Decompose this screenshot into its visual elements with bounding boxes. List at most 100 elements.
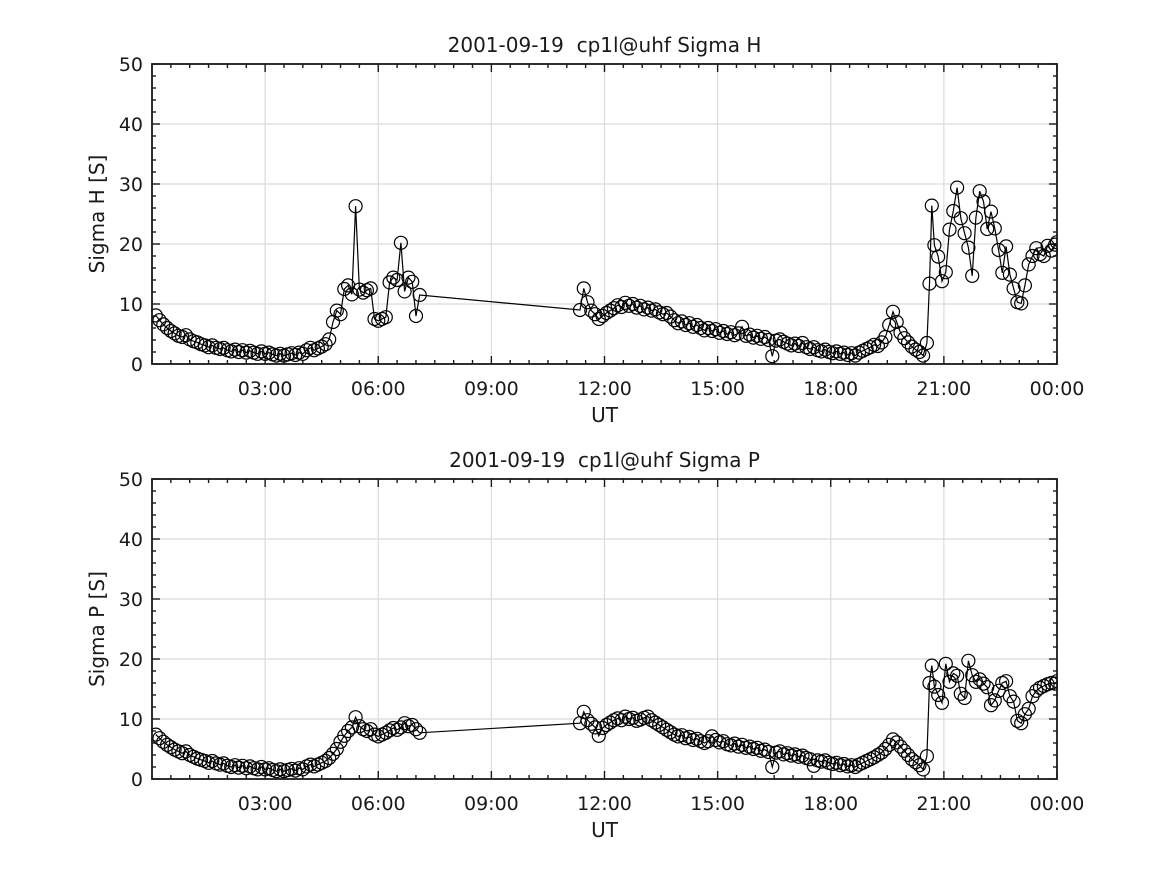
svg-text:15:00: 15:00: [690, 793, 745, 815]
data-point-marker: [976, 676, 991, 691]
data-point-marker: [295, 762, 310, 777]
data-point-marker: [987, 221, 1002, 236]
data-point-marker: [595, 308, 610, 324]
data-point-marker: [659, 722, 674, 737]
data-point-marker: [848, 759, 863, 775]
data-line: [155, 187, 1058, 357]
data-point-marker: [874, 745, 889, 760]
svg-text:10: 10: [119, 709, 143, 731]
data-point-marker: [757, 742, 772, 757]
data-point-marker: [836, 756, 852, 772]
data-point-marker: [599, 717, 614, 733]
data-point-marker: [1025, 248, 1040, 264]
data-point-marker: [614, 713, 629, 728]
data-point-marker: [333, 307, 348, 322]
data-point-marker: [314, 339, 329, 354]
data-point-marker: [318, 337, 333, 352]
data-point-marker: [1014, 296, 1029, 311]
data-point-marker: [412, 287, 427, 303]
data-point-marker: [734, 319, 750, 334]
data-point-marker: [625, 296, 640, 312]
data-point-marker: [390, 272, 405, 288]
data-point-marker: [227, 758, 243, 773]
data-point-marker: [160, 320, 175, 336]
data-point-marker: [151, 727, 163, 742]
data-point-marker: [765, 349, 780, 364]
data-point-marker: [325, 746, 341, 761]
data-point-marker: [701, 734, 716, 749]
data-point-marker: [689, 317, 705, 333]
data-point-marker: [791, 338, 806, 354]
svg-text:0: 0: [131, 354, 143, 376]
data-point-marker: [356, 285, 371, 300]
data-point-marker: [998, 239, 1014, 254]
svg-text:03:00: 03:00: [238, 793, 293, 815]
data-point-marker: [1021, 257, 1036, 272]
data-point-marker: [957, 690, 972, 706]
data-point-marker: [659, 305, 674, 321]
svg-text:40: 40: [119, 114, 143, 136]
data-point-marker: [344, 720, 359, 735]
data-point-marker: [697, 323, 712, 338]
data-point-marker: [968, 210, 984, 225]
data-point-marker: [250, 762, 265, 777]
data-point-marker: [934, 695, 950, 710]
data-point-marker: [976, 194, 991, 209]
data-point-marker: [998, 674, 1014, 689]
data-point-marker: [254, 344, 269, 359]
svg-text:50: 50: [119, 54, 143, 76]
data-point-marker: [216, 340, 231, 355]
data-point-marker: [205, 338, 220, 353]
data-point-marker: [723, 325, 738, 340]
sigma-p-plot: 03:00 06:00 09:00 12:00 15:00 18:00 21:00 00:00…: [119, 469, 1085, 815]
data-point-marker: [980, 221, 995, 237]
data-point-marker: [761, 332, 776, 348]
data-point-marker: [386, 270, 401, 285]
data-point-marker: [946, 666, 961, 681]
data-point-marker: [397, 716, 412, 731]
svg-text:50: 50: [119, 469, 143, 491]
data-point-marker: [1014, 716, 1029, 731]
data-point-marker: [227, 342, 243, 357]
data-point-marker: [908, 755, 923, 770]
data-point-marker: [897, 331, 912, 346]
data-point-marker: [1006, 281, 1021, 296]
svg-text:21:00: 21:00: [916, 793, 971, 815]
data-point-marker: [655, 720, 671, 735]
svg-text:09:00: 09:00: [464, 378, 519, 400]
sigma-h-chart-title: 2001-09-19 cp1l@uhf Sigma H: [447, 33, 762, 57]
data-point-marker: [878, 741, 893, 757]
data-point-marker: [806, 340, 821, 355]
data-point-marker: [595, 720, 610, 736]
data-point-marker: [363, 281, 378, 296]
data-point-marker: [382, 275, 397, 290]
data-point-marker: [1006, 694, 1021, 709]
data-point-marker: [938, 265, 953, 280]
data-point-marker: [318, 753, 333, 769]
data-point-marker: [949, 668, 965, 683]
data-point-marker: [591, 728, 606, 743]
svg-text:00:00: 00:00: [1030, 378, 1085, 400]
data-point-marker: [652, 717, 667, 733]
data-point-marker: [1048, 237, 1058, 252]
svg-text:00:00: 00:00: [1030, 793, 1085, 815]
data-point-marker: [987, 693, 1002, 708]
x-tick-labels: 03:00 06:00 09:00 12:00 15:00 18:00 21:00 00:00: [238, 378, 1085, 400]
data-point-marker: [337, 281, 352, 297]
data-point-marker: [983, 698, 999, 713]
data-point-marker: [580, 295, 595, 310]
data-point-marker: [580, 713, 595, 728]
data-point-marker: [405, 274, 420, 289]
data-point-marker: [1017, 278, 1033, 293]
data-point-marker: [991, 242, 1006, 258]
sigma-h-plot: 03:00 06:00 09:00 12:00 15:00 18:00 21:00 00:00…: [119, 54, 1085, 400]
data-point-marker: [322, 750, 337, 766]
data-point-marker: [1002, 267, 1018, 282]
data-point-marker: [584, 303, 599, 318]
data-point-marker: [152, 313, 167, 328]
data-point-marker: [965, 268, 980, 283]
data-point-marker: [904, 339, 919, 354]
data-point-marker: [915, 762, 931, 777]
data-point-marker: [322, 332, 337, 347]
